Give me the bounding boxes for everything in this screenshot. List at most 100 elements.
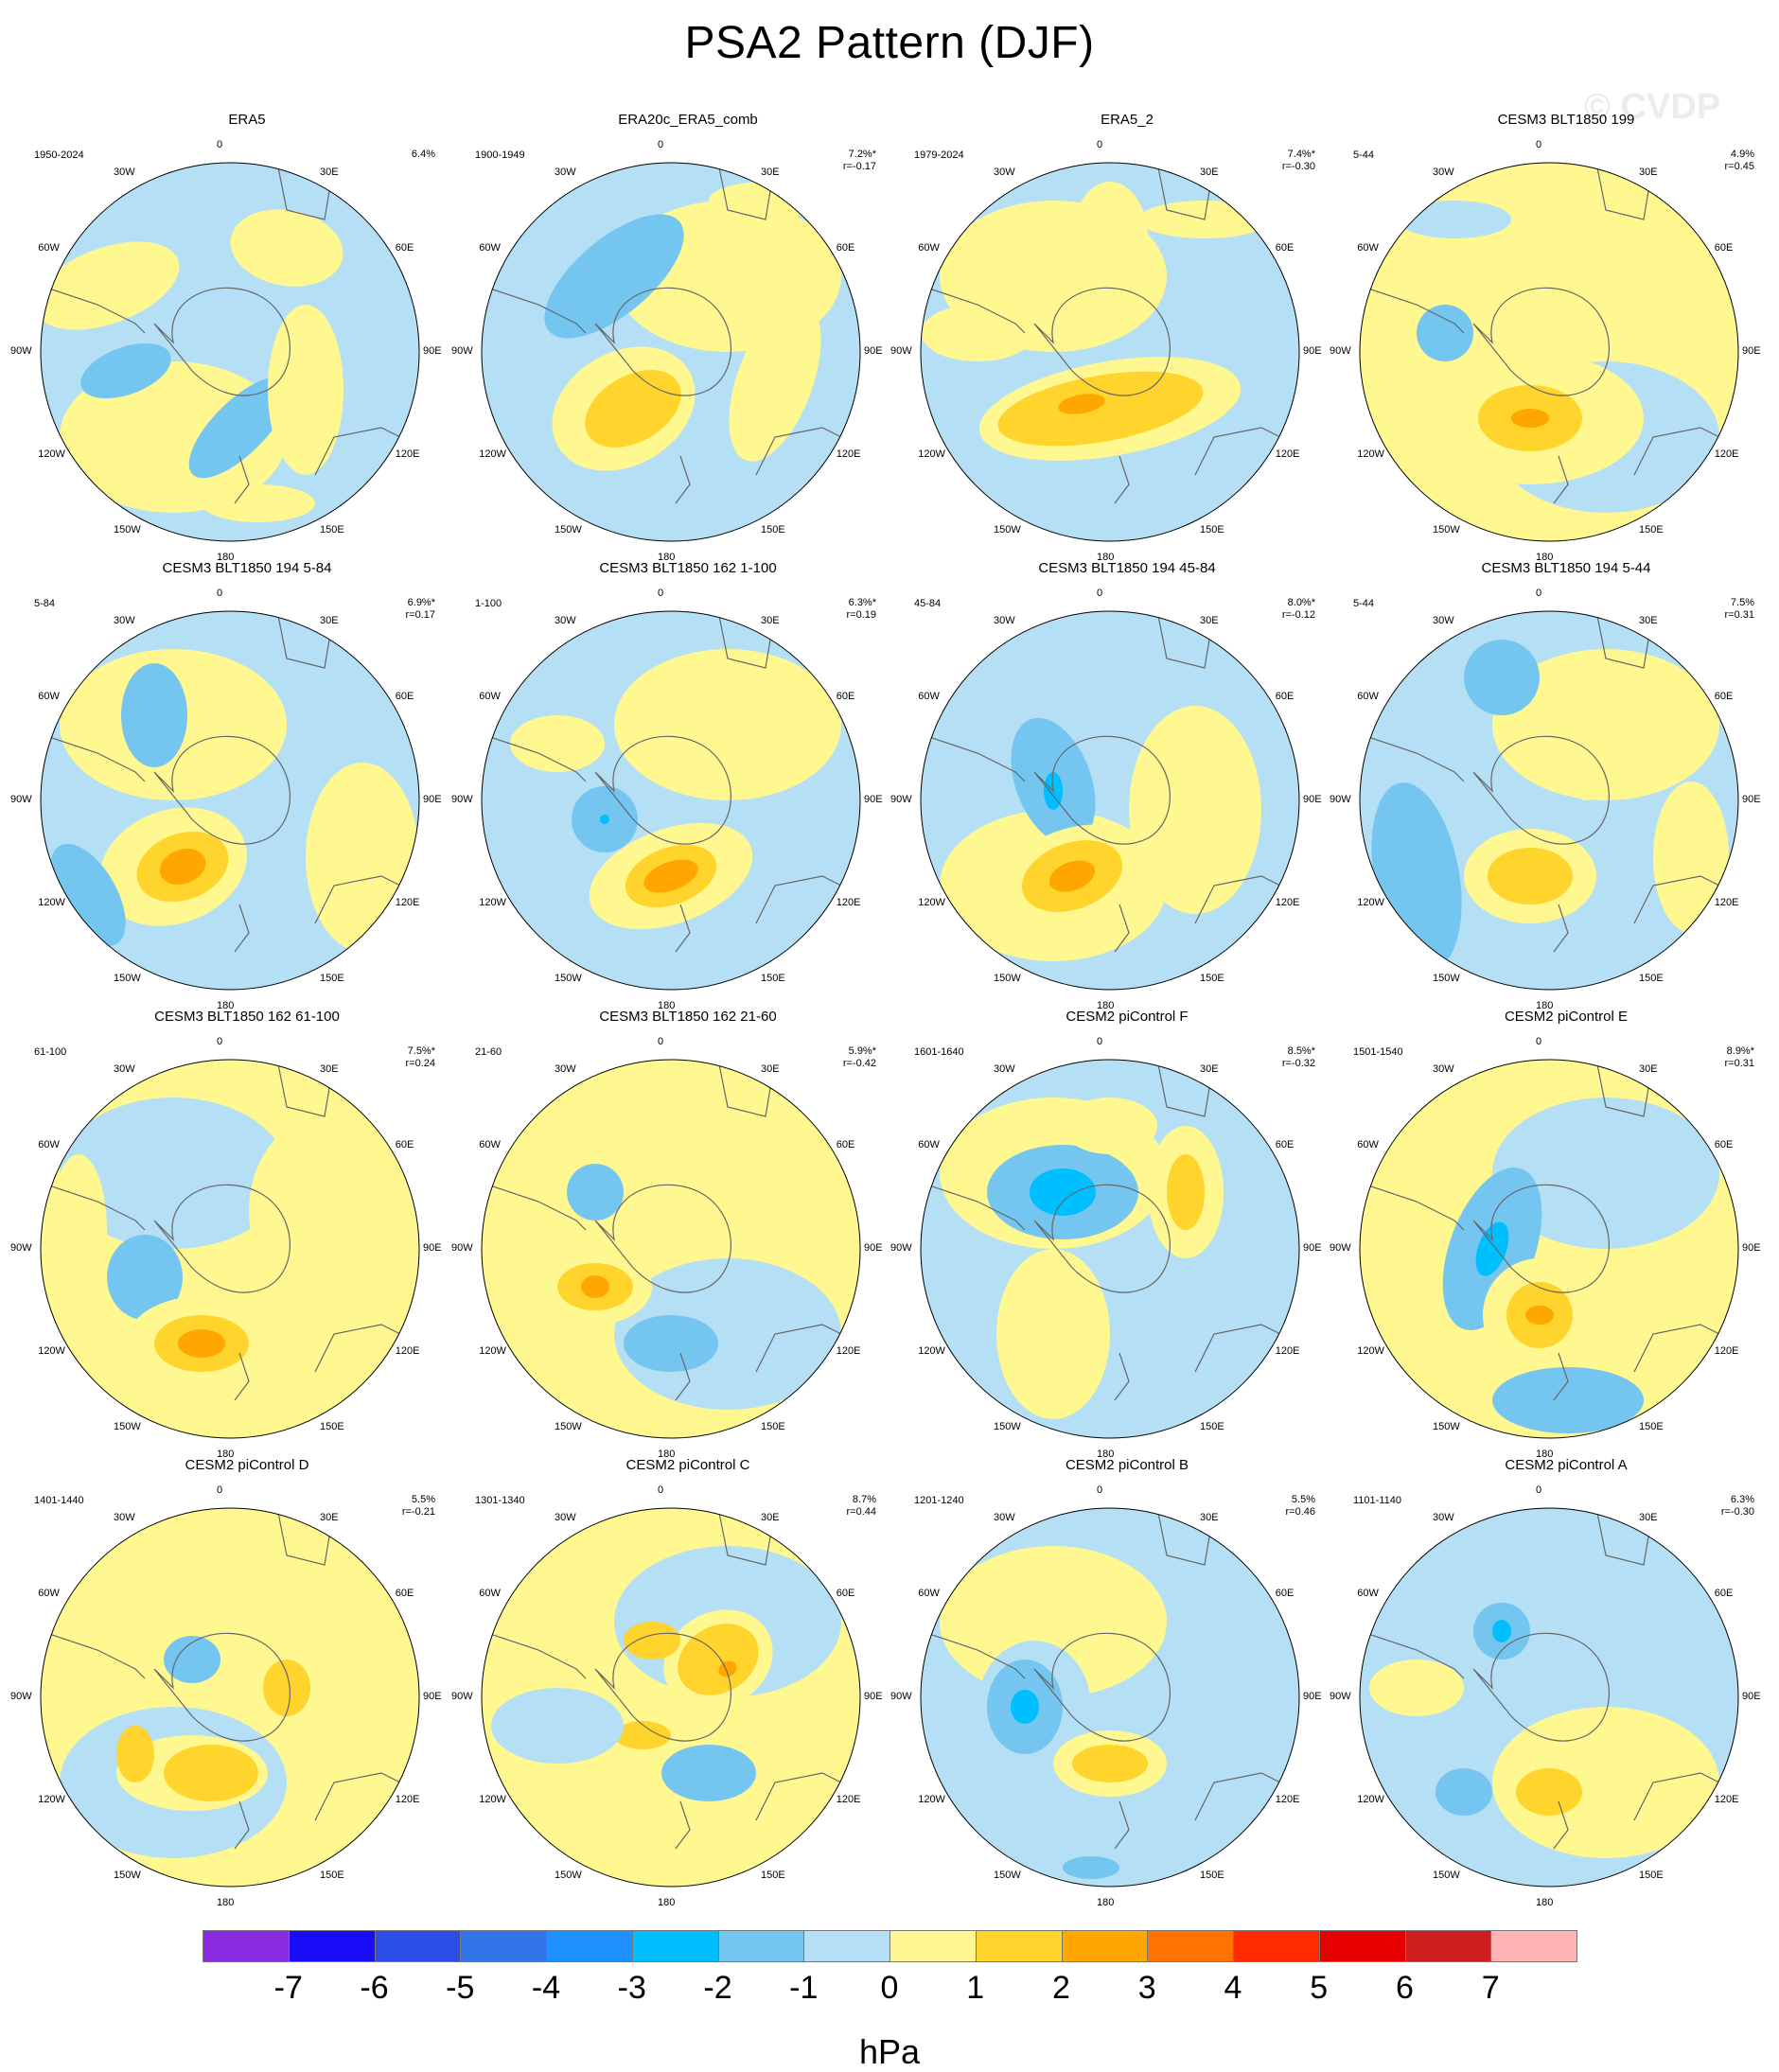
anomaly-contour: [996, 1249, 1110, 1419]
anomaly-contour: [1369, 1659, 1464, 1716]
longitude-label: 30W: [1433, 1063, 1454, 1076]
longitude-label: 180: [217, 1000, 235, 1011]
anomaly-contour: [230, 209, 343, 287]
longitude-label: 90E: [423, 1691, 442, 1702]
panel-period: 1201-1240: [914, 1495, 964, 1506]
map-border: [481, 610, 861, 991]
panel-period: 1900-1949: [475, 149, 525, 161]
longitude-label: 120E: [1275, 897, 1300, 908]
longitude-label: 90W: [451, 345, 473, 357]
longitude-label: 90W: [10, 794, 32, 805]
map-grid: ERA5 1950-2024 6.4% 0 30E 60E 90E 120E 150E 180 15…: [10, 112, 1779, 1908]
longitude-label: 120W: [479, 448, 506, 460]
antarctica-coastline: [1033, 287, 1171, 396]
panel-variance: 8.9%*: [1726, 1045, 1754, 1057]
antarctica-coastline: [153, 1632, 291, 1742]
longitude-label: 90W: [10, 1691, 32, 1702]
antarctica-coastline: [594, 1184, 731, 1293]
longitude-label: 60E: [1714, 1588, 1734, 1599]
south-america-coastline: [1360, 733, 1465, 782]
longitude-label: 150E: [761, 1420, 785, 1432]
longitude-label: 60E: [1714, 691, 1734, 702]
longitude-label: 90E: [1742, 1691, 1761, 1702]
panel-correlation: r=0.31: [1724, 609, 1755, 621]
south-america-coastline: [921, 733, 1026, 782]
longitude-label: 90E: [423, 794, 442, 805]
colorbar-swatch: [975, 1930, 1063, 1962]
map-border: [1359, 162, 1739, 542]
longitude-label: 60W: [38, 1588, 60, 1599]
colorbar-tick-label: -5: [446, 1970, 475, 2006]
map-border: [40, 610, 420, 991]
longitude-label: 90E: [1742, 345, 1761, 357]
antarctica-coastline: [153, 1184, 291, 1293]
longitude-label: 30E: [320, 1063, 339, 1076]
colorbar-units: hPa: [858, 2032, 921, 2071]
longitude-label: 180: [658, 1897, 676, 1908]
longitude-label: 60E: [836, 242, 855, 254]
panel-variance: 6.3%: [1730, 1494, 1754, 1505]
longitude-label: 150W: [1433, 523, 1460, 536]
map-panel: CESM2 piControl A 1101-1140 6.3% r=-0.30 0 30…: [1330, 1457, 1779, 1908]
longitude-label: 90E: [1303, 1242, 1322, 1254]
longitude-label: 0: [1536, 588, 1542, 599]
longitude-label: 180: [1536, 1449, 1554, 1460]
panel-title: CESM2 piControl B: [1065, 1457, 1189, 1473]
longitude-label: 120W: [38, 1794, 65, 1805]
antarctica-coastline: [1472, 287, 1610, 396]
panel-title: CESM2 piControl F: [1066, 1009, 1189, 1025]
polar-map: [481, 162, 861, 542]
longitude-label: 30E: [1200, 615, 1219, 627]
anomaly-contour: [249, 1116, 400, 1306]
longitude-label: 150W: [1433, 972, 1460, 984]
panel-period: 1950-2024: [34, 149, 84, 161]
longitude-label: 150E: [320, 1420, 344, 1432]
longitude-label: 180: [1536, 1897, 1554, 1908]
anomaly-contour: [1436, 1768, 1492, 1816]
anomaly-contour: [1475, 1221, 1509, 1276]
longitude-label: 150E: [320, 972, 344, 984]
colorbar-swatch: [631, 1930, 719, 1962]
polar-map: [481, 1059, 861, 1439]
map-border: [1359, 1507, 1739, 1888]
anomaly-contour: [188, 377, 291, 479]
colorbar-tick-label: -3: [617, 1970, 646, 2006]
panel-title: CESM2 piControl D: [185, 1457, 309, 1473]
anomaly-contour: [164, 1636, 220, 1683]
longitude-label: 120W: [1357, 448, 1384, 460]
longitude-label: 90W: [451, 794, 473, 805]
anomaly-contour: [1072, 182, 1148, 295]
anomaly-contour: [1398, 201, 1511, 238]
longitude-label: 180: [658, 1000, 676, 1011]
longitude-label: 180: [658, 552, 676, 563]
longitude-label: 150E: [1639, 1420, 1664, 1432]
panel-correlation: r=0.19: [846, 609, 877, 621]
antarctica-coastline: [594, 735, 731, 845]
longitude-label: 60W: [1357, 1139, 1379, 1150]
longitude-label: 150W: [555, 972, 582, 984]
longitude-label: 90E: [864, 794, 883, 805]
anomaly-contour: [116, 1726, 154, 1782]
panel-correlation: r=0.45: [1724, 161, 1755, 172]
panel-correlation: r=-0.42: [842, 1058, 876, 1069]
longitude-label: 60E: [836, 1588, 855, 1599]
anomaly-contour: [1058, 394, 1105, 414]
anomaly-contour: [1492, 1620, 1511, 1642]
panel-variance: 5.9%*: [848, 1045, 876, 1057]
longitude-label: 30E: [1639, 1063, 1658, 1076]
longitude-label: 120E: [1275, 448, 1300, 460]
map-panel: CESM3 BLT1850 194 5-44 5-44 7.5% r=0.31 0 30E…: [1330, 560, 1779, 1011]
panel-correlation: r=-0.30: [1720, 1506, 1754, 1518]
anomaly-contour: [678, 1624, 759, 1695]
panel-variance: 8.0%*: [1287, 597, 1315, 608]
panel-variance: 6.9%*: [407, 597, 435, 608]
colorbar-tick-label: 5: [1310, 1970, 1329, 2006]
longitude-label: 120W: [38, 448, 65, 460]
colorbar-tick-label: -6: [360, 1970, 389, 2006]
colorbar-swatch: [890, 1930, 977, 1962]
anomaly-contour: [202, 484, 315, 522]
panel-title: ERA5: [228, 112, 266, 128]
longitude-label: 30W: [994, 1512, 1015, 1524]
longitude-label: 180: [1097, 1000, 1115, 1011]
longitude-label: 90W: [451, 1242, 473, 1254]
